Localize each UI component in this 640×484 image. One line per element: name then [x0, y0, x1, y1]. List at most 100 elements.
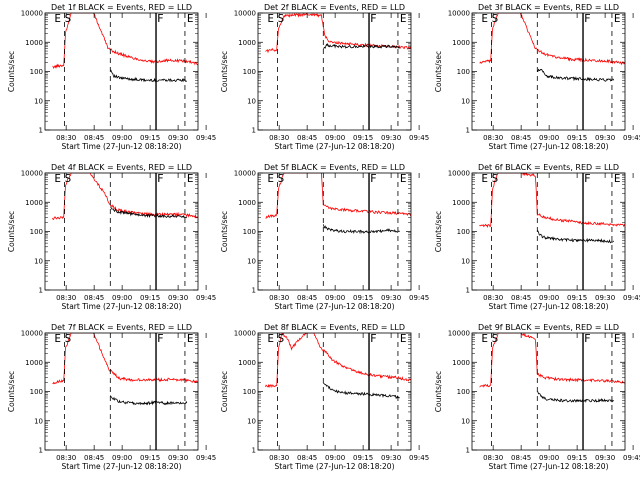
x-axis-label: Start Time (27-Jun-12 08:18:20)	[275, 462, 395, 471]
events-series-line	[110, 69, 188, 83]
interval-marker-label: S	[278, 12, 285, 25]
x-axis-label: Start Time (27-Jun-12 08:18:20)	[62, 462, 182, 471]
interval-marker-label: S	[492, 12, 499, 25]
y-axis-label: Counts/sec	[434, 371, 443, 412]
interval-marker-label: F	[370, 172, 377, 185]
x-tick-label: 09:00	[325, 454, 345, 462]
x-tick-label: 09:00	[112, 134, 132, 142]
panel-title: Det 3f BLACK = Events, RED = LLD	[478, 3, 619, 12]
plot-area	[265, 173, 411, 235]
x-tick-label: 09:30	[595, 454, 615, 462]
panel-title: Det 2f BLACK = Events, RED = LLD	[264, 3, 405, 12]
panel-title: Det 7f BLACK = Events, RED = LLD	[51, 323, 192, 332]
x-tick-label: 08:30	[56, 454, 76, 462]
y-tick-label: 1000	[25, 359, 43, 367]
x-tick-label: 09:15	[353, 294, 373, 302]
y-tick-label: 100	[30, 388, 43, 396]
lld-series-line	[479, 13, 625, 66]
x-tick-label: 08:45	[297, 454, 317, 462]
x-tick-label: 08:30	[269, 454, 289, 462]
x-tick-label: 09:15	[353, 454, 373, 462]
interval-marker-label: F	[157, 172, 164, 185]
events-series-line	[536, 68, 615, 82]
y-tick-label: 1000	[25, 39, 43, 47]
lld-series-line	[479, 333, 625, 388]
x-tick-label: 08:45	[84, 454, 104, 462]
y-axis-label: Counts/sec	[220, 211, 229, 252]
x-tick-label: 08:45	[511, 134, 531, 142]
y-tick-label: 10000	[21, 10, 43, 18]
interval-marker-label: E	[54, 172, 61, 185]
plot-frame	[257, 172, 412, 291]
interval-marker-label: E	[614, 12, 621, 25]
panel-title: Det 1f BLACK = Events, RED = LLD	[51, 3, 192, 12]
interval-marker-label: E	[267, 12, 274, 25]
y-tick-label: 10000	[234, 170, 256, 178]
interval-marker-label: F	[584, 172, 591, 185]
y-tick-label: 10	[247, 417, 256, 425]
y-tick-label: 100	[457, 228, 470, 236]
y-tick-label: 100	[457, 68, 470, 76]
x-tick-label: 09:00	[325, 294, 345, 302]
plot-frame	[257, 12, 412, 131]
x-tick-label: 08:30	[56, 294, 76, 302]
interval-marker-label: F	[370, 332, 377, 345]
y-tick-label: 1	[252, 127, 256, 135]
interval-marker-label: S	[278, 332, 285, 345]
lld-series-line	[479, 173, 625, 228]
interval-marker-label: E	[481, 12, 488, 25]
events-series-line	[323, 382, 400, 399]
events-series-line	[537, 230, 615, 244]
y-tick-label: 1	[466, 287, 470, 295]
x-tick-label: 09:30	[595, 134, 615, 142]
interval-marker-label: E	[400, 332, 407, 345]
y-axis-label: Counts/sec	[7, 211, 16, 252]
y-tick-label: 1	[466, 127, 470, 135]
panel-title: Det 4f BLACK = Events, RED = LLD	[51, 163, 192, 172]
x-tick-label: 08:30	[269, 134, 289, 142]
plot-frame	[44, 12, 199, 131]
y-tick-label: 1	[39, 127, 43, 135]
plot-area	[479, 333, 625, 403]
y-tick-label: 100	[30, 68, 43, 76]
lld-series-line	[265, 173, 411, 219]
y-tick-label: 100	[243, 388, 256, 396]
y-tick-label: 100	[243, 68, 256, 76]
x-axis-label: Start Time (27-Jun-12 08:18:20)	[62, 302, 182, 311]
y-tick-label: 1000	[452, 39, 470, 47]
interval-marker-label: S	[278, 172, 285, 185]
y-tick-label: 100	[30, 228, 43, 236]
panel-title: Det 9f BLACK = Events, RED = LLD	[478, 323, 619, 332]
lld-series-line	[265, 333, 411, 389]
y-axis-label: Counts/sec	[7, 51, 16, 92]
y-axis-label: Counts/sec	[434, 51, 443, 92]
y-tick-label: 10000	[448, 10, 470, 18]
interval-marker-label: E	[187, 332, 194, 345]
interval-marker-label: E	[54, 12, 61, 25]
plot-area	[479, 13, 625, 82]
y-tick-label: 1	[252, 447, 256, 455]
interval-marker-label: E	[187, 12, 194, 25]
interval-marker-label: E	[481, 172, 488, 185]
x-tick-label: 09:15	[140, 454, 160, 462]
plot-area	[52, 333, 198, 406]
x-axis-label: Start Time (27-Jun-12 08:18:20)	[489, 142, 609, 151]
x-tick-label: 09:45	[196, 294, 216, 302]
plot-frame	[257, 332, 412, 451]
x-tick-label: 08:30	[483, 294, 503, 302]
interval-marker-label: E	[614, 172, 621, 185]
x-tick-label: 09:00	[539, 294, 559, 302]
y-tick-label: 100	[243, 228, 256, 236]
x-tick-label: 09:45	[409, 134, 429, 142]
x-tick-label: 08:45	[84, 134, 104, 142]
events-series-line	[109, 395, 188, 406]
y-tick-label: 10000	[21, 170, 43, 178]
interval-marker-label: S	[65, 172, 72, 185]
y-tick-label: 1	[39, 287, 43, 295]
x-tick-label: 09:15	[140, 294, 160, 302]
